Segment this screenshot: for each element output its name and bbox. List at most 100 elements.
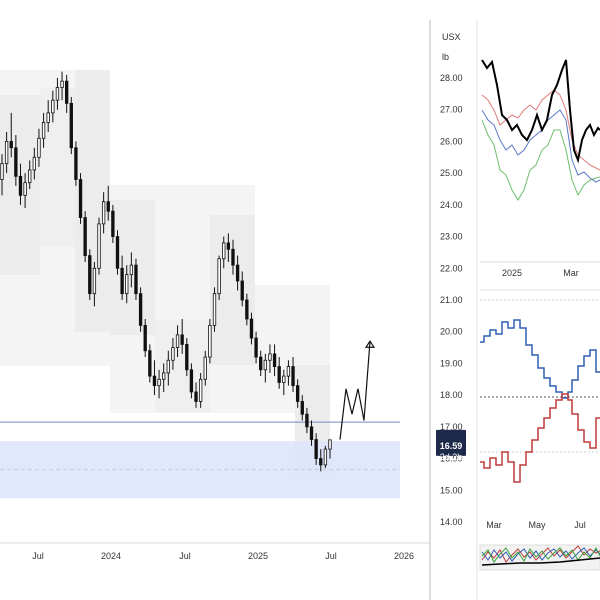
price-tick-label: 25.00: [440, 168, 463, 178]
candle: [37, 137, 41, 158]
candle: [9, 141, 13, 149]
current-price-countdown: 2d 2h: [440, 452, 463, 462]
side-mid-x-tick: May: [528, 520, 546, 530]
candle: [235, 264, 240, 282]
candle: [249, 318, 254, 339]
candle: [4, 141, 9, 165]
candle: [92, 267, 97, 295]
side-mid-blue-line: [480, 319, 600, 399]
price-tick-label: 20.00: [440, 327, 463, 337]
candle: [231, 248, 235, 266]
candle: [189, 369, 194, 393]
candle: [305, 413, 309, 428]
candle: [166, 359, 170, 374]
candle: [148, 350, 152, 377]
candle: [23, 182, 27, 196]
candle: [208, 324, 212, 358]
candle: [198, 378, 203, 402]
candle: [319, 458, 323, 466]
price-axis[interactable]: USX lb 28.00 27.00 26.00 25.00 24.00 23.00 22.…: [440, 32, 463, 527]
candle: [74, 147, 78, 180]
candle: [323, 448, 328, 466]
candle: [291, 366, 295, 387]
candle: [41, 122, 46, 139]
projection-path[interactable]: [339, 340, 376, 440]
candle: [263, 359, 267, 371]
candle: [32, 156, 37, 171]
candle: [60, 80, 64, 88]
side-top-blue-line: [481, 109, 600, 183]
side-top-x-tick: 2025: [502, 268, 522, 278]
candle: [115, 236, 120, 269]
candle: [254, 337, 258, 358]
candle: [134, 264, 138, 295]
candle: [309, 426, 314, 440]
x-tick-label: Jul: [325, 551, 337, 561]
candle: [65, 80, 69, 104]
x-tick-label: 2025: [248, 551, 268, 561]
price-tick-label: 19.00: [440, 358, 463, 368]
side-mid-x-tick: Mar: [486, 520, 502, 530]
current-price-value: 16.59: [440, 441, 463, 451]
candle: [314, 439, 318, 459]
candle: [245, 299, 249, 320]
candle: [46, 112, 50, 123]
price-tick-label: 26.00: [440, 136, 463, 146]
price-tick-label: 17.00: [440, 422, 463, 432]
candle: [101, 201, 106, 225]
price-tick-label: 23.00: [440, 232, 463, 242]
price-tick-label: 22.00: [440, 263, 463, 273]
side-top-main-line: [481, 59, 600, 164]
side-chart-top[interactable]: 2025 Mar: [480, 59, 600, 278]
candle: [0, 163, 4, 180]
price-tick-label: 28.00: [440, 73, 463, 83]
price-tick-label: 27.00: [440, 105, 463, 115]
candle: [180, 334, 184, 345]
price-axis-currency: USX: [442, 32, 461, 42]
side-top-x-tick: Mar: [563, 268, 579, 278]
candle: [282, 375, 286, 383]
price-tick-label: 16.00: [440, 454, 463, 464]
side-mid-red-line: [480, 393, 600, 483]
candle: [295, 385, 300, 402]
side-chart-middle[interactable]: Mar May Jul: [480, 289, 600, 530]
candle: [286, 366, 291, 377]
candle: [212, 293, 217, 326]
candle: [157, 378, 161, 387]
candle: [194, 391, 198, 402]
candle: [185, 343, 189, 371]
candle: [277, 366, 281, 383]
candle: [120, 267, 124, 295]
candle: [55, 87, 60, 101]
x-tick-label: 2024: [101, 551, 121, 561]
price-tick-label: 18.00: [440, 390, 463, 400]
candle: [125, 274, 129, 295]
main-chart[interactable]: Jul 2024 Jul 2025 Jul 2026 USX lb 28.00 2…: [0, 20, 600, 600]
candle: [171, 347, 175, 361]
side-top-red-line: [481, 89, 600, 171]
candle: [129, 264, 134, 276]
candle: [138, 293, 143, 326]
candle: [152, 375, 157, 387]
candle: [78, 179, 83, 218]
main-time-axis: Jul 2024 Jul 2025 Jul 2026: [32, 551, 414, 561]
price-tick-label: 14.00: [440, 517, 463, 527]
candle: [106, 201, 110, 212]
candles: [0, 71, 332, 472]
price-tick-label: 21.00: [440, 295, 463, 305]
candle: [69, 102, 73, 149]
candle: [175, 334, 180, 348]
side-top-green-line: [481, 119, 600, 201]
candle: [83, 217, 87, 257]
price-tick-label: 24.00: [440, 200, 463, 210]
range-shading: [0, 70, 330, 473]
candle: [240, 280, 244, 301]
side-chart-bottom[interactable]: [479, 544, 600, 571]
side-mid-x-tick: Jul: [574, 520, 586, 530]
candle: [28, 169, 32, 184]
price-axis-unit: lb: [442, 52, 449, 62]
candle: [222, 242, 226, 260]
candle: [18, 175, 23, 196]
candle: [111, 210, 115, 237]
x-tick-label: Jul: [32, 551, 44, 561]
